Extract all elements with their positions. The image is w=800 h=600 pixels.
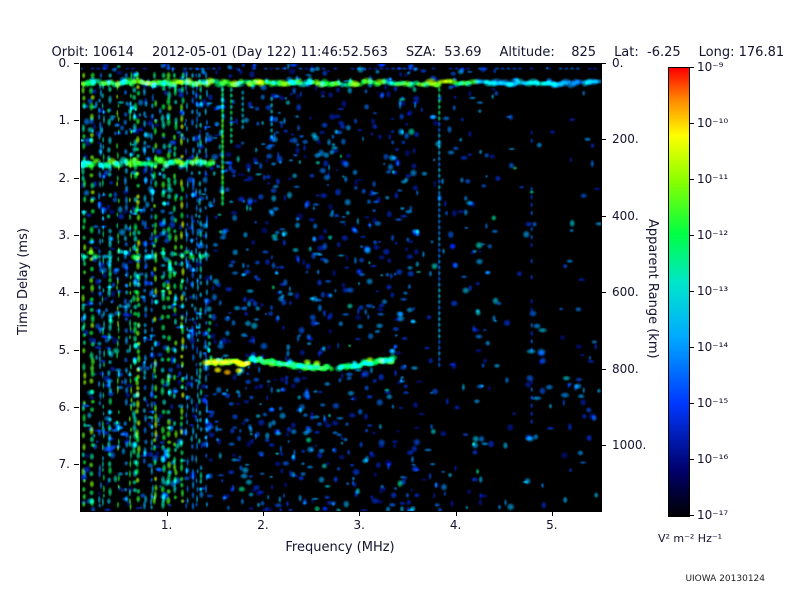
colorbar-tick-mark	[690, 67, 694, 68]
y-tick-mark-right	[601, 445, 606, 447]
colorbar-tick-label: 10⁻¹⁵	[697, 396, 729, 410]
y-tick-mark-left	[74, 349, 79, 351]
colorbar-tick-label: 10⁻⁹	[697, 60, 724, 74]
colorbar-tick-mark	[690, 515, 694, 516]
y-tick-label-left: 5.	[58, 342, 70, 357]
colorbar-tick-label: 10⁻¹²	[697, 228, 729, 242]
colorbar-tick-label: 10⁻¹¹	[697, 172, 729, 186]
colorbar-tick-mark	[690, 347, 694, 348]
y-axis-label-left: Time Delay (ms)	[16, 228, 31, 335]
header-lat: Lat: -6.25	[614, 45, 681, 60]
header-sza: SZA: 53.69	[405, 45, 482, 60]
colorbar-tick-label: 10⁻¹⁰	[697, 116, 729, 130]
y-tick-label-left: 4.	[58, 285, 70, 300]
y-tick-label-left: 7.	[58, 457, 70, 472]
y-tick-mark-left	[74, 464, 79, 466]
x-tick-mark	[262, 511, 264, 516]
header-datetime: 2012-05-01 (Day 122) 11:46:52.563	[151, 45, 388, 60]
y-tick-label-right: 0.	[612, 56, 624, 70]
y-tick-mark-right	[601, 292, 606, 294]
y-tick-mark-left	[74, 120, 79, 122]
colorbar-tick-mark	[690, 291, 694, 292]
x-tick-mark	[551, 511, 553, 516]
colorbar-tick-mark	[690, 123, 694, 124]
y-tick-mark-left	[74, 177, 79, 179]
y-tick-mark-right	[601, 63, 606, 64]
y-tick-label-right: 600.	[612, 285, 639, 300]
x-tick-label: 1.	[160, 518, 173, 532]
y-tick-label-right: 200.	[612, 132, 639, 147]
x-tick-label: 2.	[257, 518, 269, 532]
y-tick-label-left: 2.	[58, 170, 70, 185]
x-tick-mark	[166, 511, 168, 516]
spectrogram-plot-frame	[80, 63, 602, 512]
y-tick-mark-left	[74, 406, 79, 408]
x-tick-mark	[359, 511, 361, 516]
x-axis-label: Frequency (MHz)	[285, 540, 395, 555]
x-tick-label: 3.	[353, 518, 365, 532]
spectrogram-canvas	[81, 64, 601, 511]
colorbar-tick-label: 10⁻¹⁴	[697, 340, 729, 354]
colorbar-tick-mark	[690, 179, 694, 180]
colorbar-tick-mark	[690, 403, 694, 404]
y-tick-mark-right	[601, 368, 606, 370]
header-info: Orbit: 10614 2012-05-01 (Day 122) 11:46:5…	[35, 30, 785, 75]
y-tick-mark-left	[74, 63, 79, 64]
y-tick-label-right: 1000.	[612, 438, 647, 453]
credit-text: UIOWA 20130124	[685, 574, 765, 584]
y-tick-label-right: 400.	[612, 208, 639, 223]
colorbar-gradient	[668, 67, 690, 517]
x-tick-label: 4.	[449, 518, 462, 532]
colorbar-units-label: V² m⁻² Hz⁻¹	[657, 532, 723, 545]
colorbar-tick-label: 10⁻¹⁶	[697, 452, 729, 466]
header-altitude: Altitude: 825	[499, 45, 597, 60]
colorbar-tick-mark	[690, 459, 694, 460]
y-tick-mark-right	[601, 215, 606, 217]
y-tick-mark-left	[74, 234, 79, 236]
y-tick-mark-left	[74, 292, 79, 294]
y-tick-label-left: 6.	[58, 399, 70, 414]
y-tick-label-left: 1.	[58, 113, 70, 128]
y-tick-label-left: 0.	[58, 56, 70, 70]
header-long: Long: 176.81	[698, 45, 785, 60]
y-tick-mark-right	[601, 139, 606, 141]
y-tick-label-right: 800.	[612, 361, 639, 376]
colorbar-tick-label: 10⁻¹⁷	[697, 508, 729, 522]
y-tick-label-left: 3.	[58, 227, 70, 242]
colorbar-tick-mark	[690, 235, 694, 236]
header-orbit: Orbit: 10614	[51, 45, 134, 60]
x-tick-label: 5.	[546, 518, 558, 532]
x-tick-mark	[455, 511, 457, 516]
colorbar-tick-label: 10⁻¹³	[697, 284, 729, 298]
